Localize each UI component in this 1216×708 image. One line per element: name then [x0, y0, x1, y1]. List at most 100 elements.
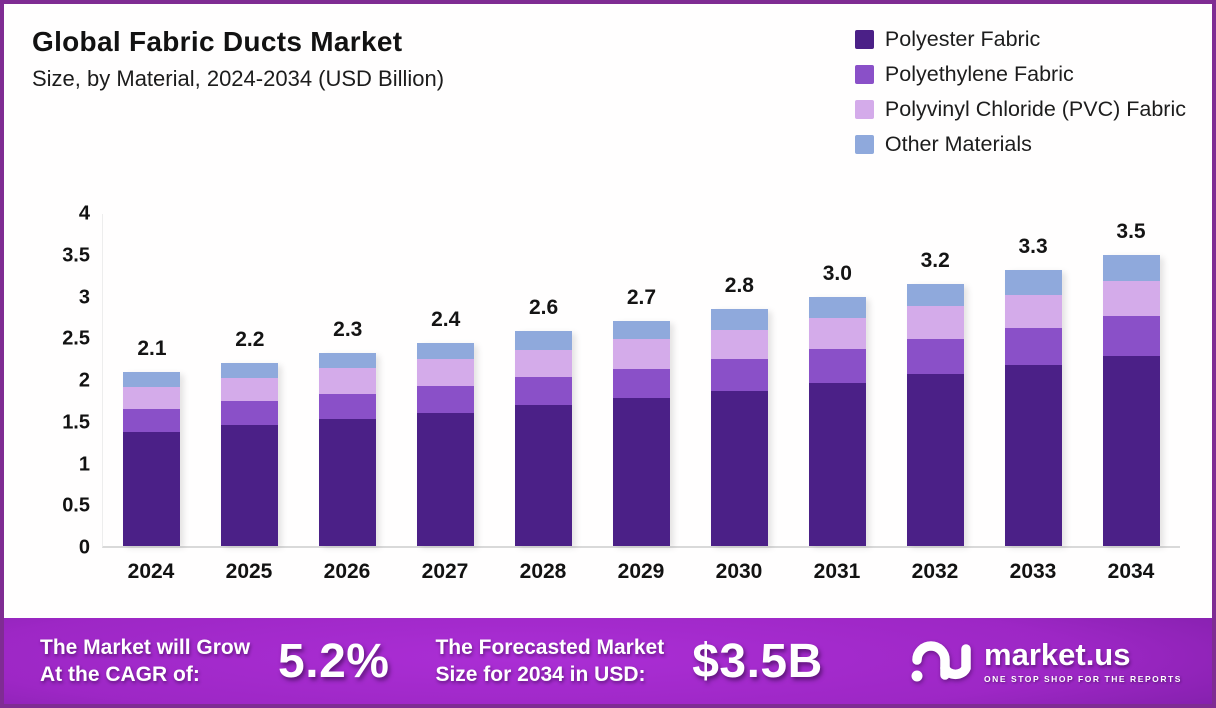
- bar-slot-2029: 2.7: [593, 214, 691, 546]
- y-axis-tick-4: 4: [78, 202, 90, 225]
- bar-segment-polyvinyl-chloride-pvc-fabric: [123, 387, 181, 410]
- header: Global Fabric Ducts Market Size, by Mate…: [32, 26, 444, 92]
- bar-segment-other-materials: [906, 283, 964, 307]
- bar-slot-2030: 2.8: [690, 214, 788, 546]
- page-title: Global Fabric Ducts Market: [32, 26, 403, 57]
- bar-segment-polyester-fabric: [1102, 355, 1160, 546]
- cagr-text-line1: The Market will Grow: [40, 635, 251, 659]
- forecast-value: $3.5B: [692, 634, 823, 688]
- bar-total-label: 2.3: [333, 318, 363, 342]
- x-axis-label-2025: 2025: [225, 560, 273, 583]
- marketus-logo-icon: [911, 641, 971, 682]
- bar-segment-polyethylene-fabric: [906, 338, 964, 374]
- bar-segment-other-materials: [1004, 270, 1062, 295]
- y-axis-tick-3.5: 3.5: [62, 244, 90, 267]
- bar-slot-2034: 3.5: [1082, 214, 1180, 546]
- legend-item-polyester-fabric: Polyester Fabric: [854, 22, 1186, 57]
- bar-total-label: 3.2: [920, 248, 950, 272]
- cagr-value: 5.2%: [278, 634, 390, 688]
- bar-2031: 3.0: [808, 262, 866, 546]
- bar-2026: 2.3: [319, 318, 377, 546]
- bar-2028: 2.6: [515, 296, 573, 546]
- x-axis: 2024 2025 2026 2027 2028 2029 2030 2031 2032 2033…: [102, 560, 1180, 584]
- bar-slot-2028: 2.6: [495, 214, 593, 546]
- y-axis-tick-1.5: 1.5: [62, 411, 90, 434]
- y-axis: 0 0.5 1 1.5 2 2.5 3 3.5 4: [4, 203, 90, 559]
- bar-segment-polyvinyl-chloride-pvc-fabric: [417, 358, 475, 386]
- bar-slot-2025: 2.2: [201, 214, 299, 546]
- bar-segment-other-materials: [1102, 255, 1160, 282]
- bar-slot-2033: 3.3: [984, 214, 1082, 546]
- bar-slot-2026: 2.3: [299, 214, 397, 546]
- bar-segment-polyethylene-fabric: [515, 377, 573, 405]
- x-axis-label-2031: 2031: [813, 560, 861, 583]
- bar-total-label: 3.0: [822, 262, 852, 286]
- logo-name: market.us: [984, 636, 1131, 672]
- bar-segment-other-materials: [612, 321, 670, 339]
- bar-segment-polyvinyl-chloride-pvc-fabric: [710, 329, 768, 359]
- bar-segment-polyester-fabric: [906, 374, 964, 546]
- y-axis-tick-0: 0: [78, 536, 90, 559]
- plot-area: 2.1 2.2 2.3 2.4 2.6 2.7 2.8 3.0 3.2 3.3 3.5: [102, 214, 1180, 548]
- x-axis-label-2029: 2029: [617, 560, 665, 583]
- bar-2033: 3.3: [1004, 235, 1062, 546]
- legend-label: Other Materials: [884, 132, 1032, 156]
- legend-item-polyethylene-fabric: Polyethylene Fabric: [854, 57, 1186, 92]
- bar-total-label: 2.7: [626, 286, 657, 310]
- x-axis-label-2033: 2033: [1009, 560, 1057, 583]
- bar-segment-polyvinyl-chloride-pvc-fabric: [906, 306, 964, 339]
- legend-item-polyvinyl-chloride-pvc-fabric: Polyvinyl Chloride (PVC) Fabric: [854, 92, 1186, 127]
- bar-segment-other-materials: [515, 331, 573, 350]
- bar-segment-polyethylene-fabric: [123, 409, 181, 432]
- bar-segment-polyester-fabric: [123, 431, 181, 546]
- forecast-text-line1: The Forecasted Market: [435, 635, 665, 659]
- bar-segment-polyethylene-fabric: [612, 369, 670, 399]
- footer-banner: The Market will Grow At the CAGR of: 5.2…: [4, 618, 1212, 704]
- bar-segment-other-materials: [123, 372, 181, 388]
- x-axis-label-2027: 2027: [421, 560, 469, 583]
- forecast-text-line2: Size for 2034 in USD:: [435, 663, 646, 686]
- bar-segment-polyester-fabric: [1004, 364, 1062, 546]
- bar-total-label: 2.1: [137, 337, 167, 361]
- logo-tagline: ONE STOP SHOP FOR THE REPORTS: [984, 673, 1182, 684]
- x-axis-label-2028: 2028: [519, 560, 567, 583]
- bar-segment-polyethylene-fabric: [1102, 316, 1160, 356]
- bar-2029: 2.7: [612, 286, 670, 546]
- bar-total-label: 3.3: [1018, 235, 1048, 259]
- bar-2032: 3.2: [906, 249, 964, 546]
- y-axis-tick-0.5: 0.5: [62, 494, 90, 517]
- forecast-text: The Forecasted Market Size for 2034 in U…: [435, 634, 664, 689]
- bar-slot-2024: 2.1: [103, 214, 201, 546]
- legend: Polyester Fabric Polyethylene Fabric Polyv…: [854, 22, 1186, 162]
- bar-segment-polyester-fabric: [319, 419, 377, 546]
- bar-slot-2027: 2.4: [397, 214, 495, 546]
- marketus-logo: market.us ONE STOP SHOP FOR THE REPORTS: [910, 637, 1182, 685]
- bar-segment-polyvinyl-chloride-pvc-fabric: [808, 318, 866, 349]
- bar-total-label: 2.2: [235, 328, 265, 352]
- y-axis-tick-2: 2: [78, 369, 90, 392]
- y-axis-tick-2.5: 2.5: [62, 327, 90, 350]
- bar-slot-2031: 3.0: [788, 214, 886, 546]
- bar-segment-polyethylene-fabric: [319, 394, 377, 420]
- bar-slot-2032: 3.2: [886, 214, 984, 546]
- bar-segment-polyester-fabric: [710, 390, 768, 546]
- x-axis-label-2026: 2026: [323, 560, 371, 583]
- legend-swatch-polyethylene-fabric: [854, 65, 874, 84]
- legend-swatch-other-materials: [854, 135, 874, 154]
- y-axis-tick-3: 3: [78, 286, 90, 308]
- legend-swatch-polyvinyl-chloride-pvc-fabric: [854, 100, 874, 119]
- bar-segment-polyethylene-fabric: [417, 385, 475, 414]
- bar-segment-polyvinyl-chloride-pvc-fabric: [515, 349, 573, 378]
- y-axis-tick-1: 1: [78, 453, 90, 475]
- bar-total-label: 2.6: [528, 296, 559, 320]
- bar-total-label: 2.8: [724, 273, 754, 297]
- bar-segment-polyester-fabric: [515, 404, 573, 546]
- bar-segment-other-materials: [808, 297, 866, 319]
- bar-segment-polyvinyl-chloride-pvc-fabric: [1004, 294, 1062, 329]
- legend-label: Polyester Fabric: [884, 27, 1041, 51]
- bar-segment-polyethylene-fabric: [1004, 328, 1062, 365]
- legend-swatch-polyester-fabric: [854, 30, 874, 49]
- bar-segment-other-materials: [221, 363, 279, 379]
- logo-text-block: market.us ONE STOP SHOP FOR THE REPORTS: [984, 639, 1182, 684]
